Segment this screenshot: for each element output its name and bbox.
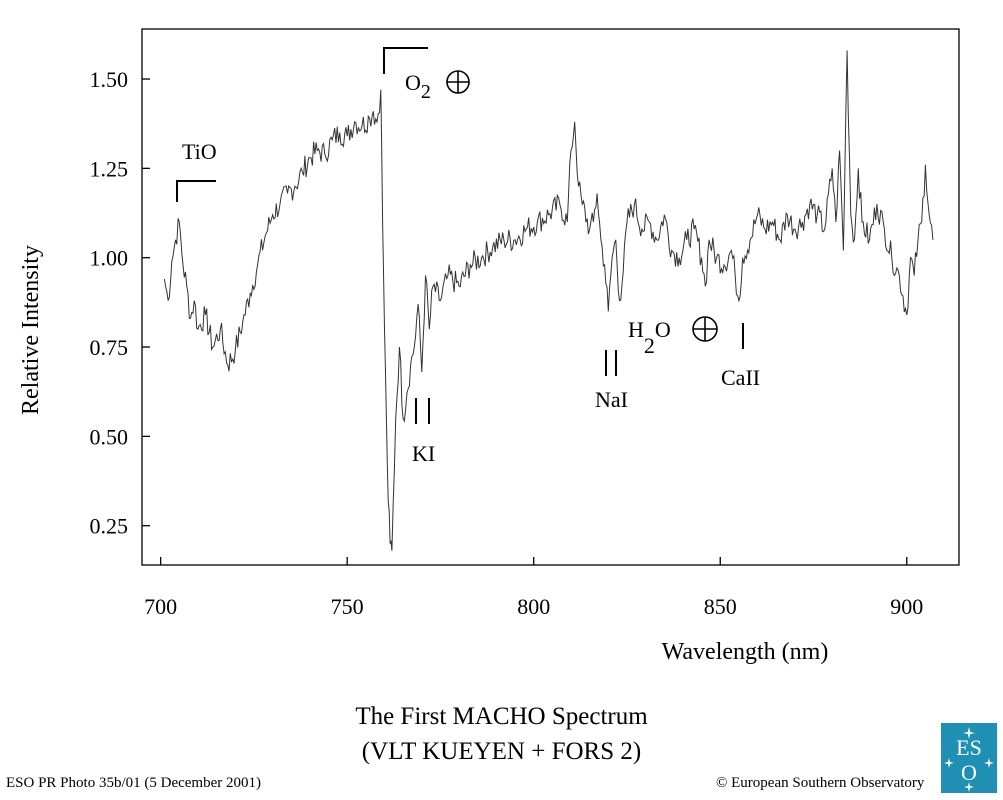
x-tick-label: 850 <box>704 594 737 619</box>
o2-label: O2 <box>405 70 431 103</box>
x-axis: 700 750 800 850 900 <box>144 557 923 619</box>
svg-text:ES: ES <box>956 735 982 760</box>
caii-label: CaII <box>721 365 760 390</box>
nai-label: NaI <box>595 387 628 412</box>
eso-logo: ES O <box>941 723 997 793</box>
tio-bracket <box>176 180 216 202</box>
star-icon <box>944 727 994 792</box>
chart-title: The First MACHO Spectrum <box>355 703 648 730</box>
line-annotations: TiO O2 KI NaI H2O CaII <box>176 47 760 466</box>
earth-symbol-icon <box>692 316 718 342</box>
x-axis-title: Wavelength (nm) <box>662 639 829 665</box>
copyright: © European Southern Observatory <box>716 775 925 791</box>
y-tick-label: 1.50 <box>90 67 129 92</box>
y-tick-label: 0.75 <box>90 335 129 360</box>
y-tick-label: 1.25 <box>90 156 129 181</box>
x-tick-label: 800 <box>517 594 550 619</box>
chart-subtitle: (VLT KUEYEN + FORS 2) <box>361 738 642 765</box>
y-axis-title: Relative Intensity <box>18 245 44 415</box>
h2o-label: H2O <box>628 317 671 358</box>
y-axis: 0.25 0.50 0.75 1.00 1.25 1.50 <box>90 67 150 539</box>
o2-bracket <box>383 47 428 74</box>
x-tick-label: 900 <box>890 594 923 619</box>
y-tick-label: 0.50 <box>90 424 129 449</box>
spectrum-chart: 700 750 800 850 900 0.25 0.50 0.75 1.00 1.25 1.50… <box>18 28 960 665</box>
tio-label: TiO <box>182 139 217 164</box>
ki-label: KI <box>412 441 435 466</box>
y-tick-label: 1.00 <box>90 246 129 271</box>
x-tick-label: 700 <box>144 594 177 619</box>
photo-credit: ESO PR Photo 35b/01 (5 December 2001) <box>6 775 261 791</box>
svg-text:O: O <box>961 760 977 785</box>
spectrum-line <box>163 50 934 551</box>
plot-frame <box>141 28 960 566</box>
x-tick-label: 750 <box>331 594 364 619</box>
earth-symbol-icon <box>446 70 470 94</box>
y-tick-label: 0.25 <box>90 514 129 539</box>
